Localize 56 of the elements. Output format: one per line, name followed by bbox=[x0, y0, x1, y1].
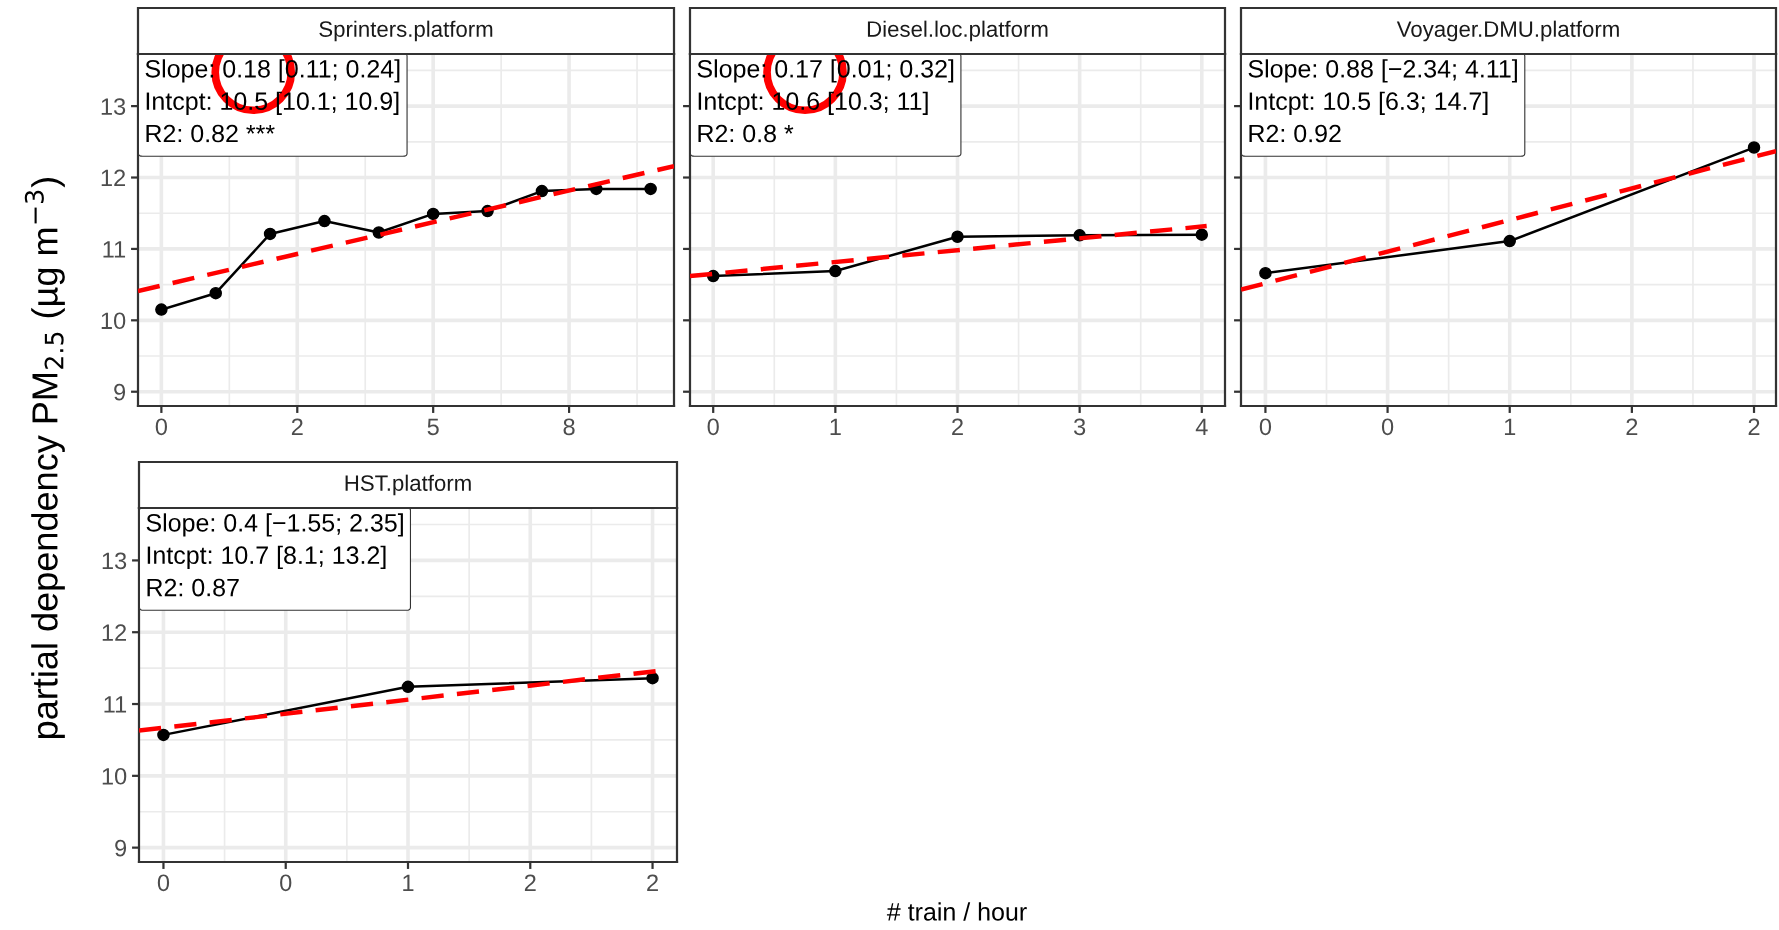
y-tick-label: 13 bbox=[102, 552, 127, 570]
point bbox=[829, 264, 842, 278]
x-tick-label: 2 bbox=[952, 418, 963, 435]
point bbox=[426, 207, 440, 221]
y-tick-label: 12 bbox=[101, 169, 126, 187]
x-tick-label: 0 bbox=[155, 418, 168, 436]
x-tick-label: 0 bbox=[1381, 418, 1394, 436]
y-tick-label: 12 bbox=[102, 624, 127, 641]
point bbox=[1195, 228, 1209, 241]
point bbox=[535, 184, 549, 198]
y-axis-title: partial dependency PM$_{2.5}$ (µg m$^{−3}$) bbox=[24, 178, 65, 739]
x-tick-label: 2 bbox=[524, 874, 536, 891]
y-tick-label: 9 bbox=[114, 383, 126, 401]
annotation: Intcpt: 10.7 [8.1; 13.2] bbox=[147, 545, 386, 569]
point bbox=[263, 227, 277, 241]
point bbox=[951, 230, 964, 244]
chart-title: Diesel.loc.platform bbox=[867, 20, 1048, 42]
point bbox=[401, 680, 415, 694]
x-tick-label: 0 bbox=[1259, 418, 1272, 436]
point bbox=[155, 303, 168, 316]
y-tick-label: 11 bbox=[104, 696, 127, 713]
y-tick-label: 10 bbox=[102, 767, 127, 785]
point bbox=[209, 286, 222, 300]
x-tick-label: 3 bbox=[1073, 418, 1086, 436]
annotation: Slope: 0.88 [−2.34; 4.11] bbox=[1248, 59, 1517, 83]
chart-title: Voyager.DMU.platform bbox=[1396, 20, 1619, 42]
chart-title: Sprinters.platform bbox=[319, 20, 493, 42]
x-tick-label: 5 bbox=[427, 418, 439, 436]
point bbox=[644, 182, 657, 196]
annotation: R2: 0.8 * bbox=[698, 124, 794, 143]
x-tick-label: 2 bbox=[291, 418, 303, 435]
y-tick-label: 10 bbox=[101, 312, 126, 330]
x-axis-title: # train / hour bbox=[886, 902, 1027, 921]
annotation: R2: 0.82 *** bbox=[146, 124, 275, 143]
x-tick-label: 1 bbox=[1504, 418, 1516, 435]
y-tick-label: 13 bbox=[101, 98, 126, 115]
annotation: R2: 0.87 bbox=[147, 578, 239, 597]
x-tick-label: 2 bbox=[1626, 418, 1638, 435]
x-tick-label: 1 bbox=[830, 418, 841, 435]
y-tick-label: 11 bbox=[103, 241, 126, 258]
x-tick-label: 8 bbox=[563, 418, 575, 436]
x-tick-label: 2 bbox=[647, 874, 658, 891]
x-tick-label: 0 bbox=[157, 874, 170, 892]
point bbox=[157, 728, 170, 742]
x-tick-label: 0 bbox=[707, 418, 719, 436]
x-tick-label: 0 bbox=[280, 874, 292, 892]
annotation: Slope: 0.4 [−1.55; 2.35] bbox=[146, 513, 403, 537]
x-tick-label: 2 bbox=[1748, 418, 1760, 435]
chart-title: HST.platform bbox=[345, 474, 471, 496]
annotation: Intcpt: 10.5 [6.3; 14.7] bbox=[1249, 91, 1488, 115]
annotation: R2: 0.92 bbox=[1249, 124, 1341, 143]
x-tick-label: 1 bbox=[403, 874, 414, 891]
point bbox=[646, 671, 659, 685]
point bbox=[318, 214, 331, 228]
y-tick-label: 9 bbox=[115, 839, 127, 857]
x-tick-label: 4 bbox=[1195, 418, 1208, 435]
